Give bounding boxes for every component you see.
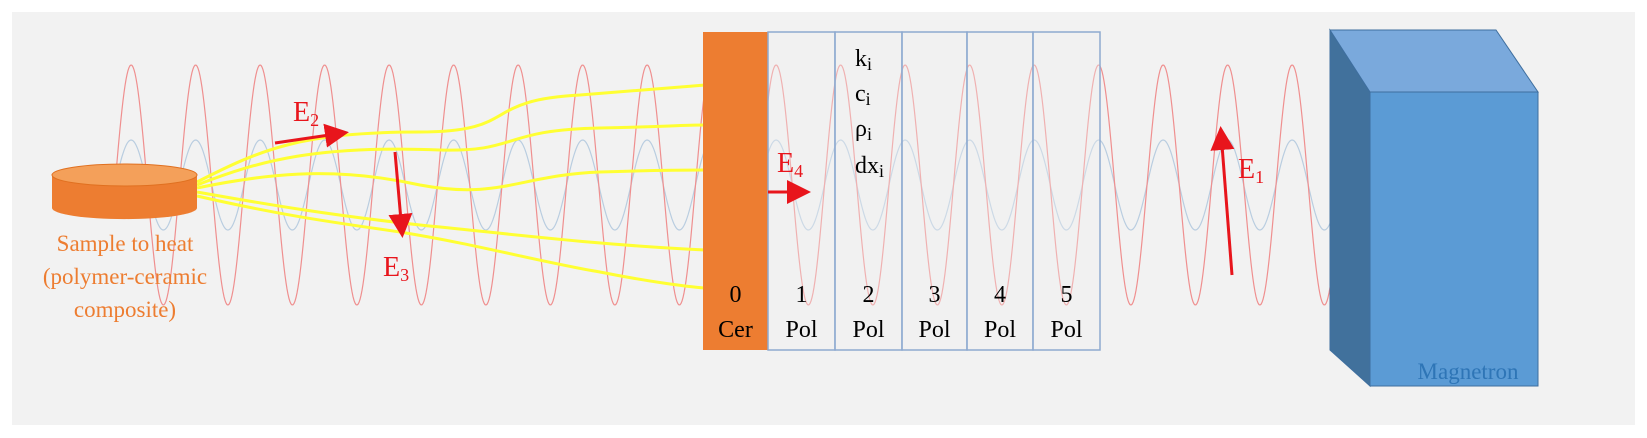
layer-material: Pol: [852, 317, 884, 343]
layer-index: 4: [994, 282, 1006, 308]
field-label: E1: [1238, 154, 1264, 187]
sample-label: composite): [74, 297, 176, 322]
field-label: E2: [293, 97, 319, 130]
property-subscript: i: [879, 161, 884, 181]
layer-labels: 0 Cer 1 Pol 2 Pol 3 Pol 4 Pol 5 Pol: [718, 282, 1083, 343]
property-symbol: c: [855, 81, 866, 107]
ceramic-layer: [703, 32, 768, 350]
field-subscript: 2: [310, 110, 319, 130]
property: ci: [855, 81, 871, 109]
field-line: [196, 123, 706, 187]
polymer-layer: [901, 31, 968, 351]
property-symbol: dx: [855, 153, 879, 179]
property: dxi: [855, 153, 884, 181]
sample-label: Sample to heat: [57, 231, 194, 256]
arrow: [1210, 126, 1235, 276]
arrow: [274, 123, 349, 148]
polymer-layer: [966, 31, 1034, 351]
layer-index: 3: [929, 282, 941, 308]
field-lines: [196, 83, 706, 290]
layer-index: 1: [796, 282, 808, 308]
magnetron-label: Magnetron: [1418, 359, 1519, 384]
property-subscript: i: [867, 54, 872, 74]
property: ki: [855, 46, 872, 74]
field-symbol: E: [293, 97, 310, 128]
field-line: [196, 168, 706, 192]
field-subscript: 1: [1255, 167, 1264, 187]
magnetron-front: [1369, 91, 1539, 387]
field-label: E3: [383, 252, 409, 285]
magnetron: [1329, 28, 1539, 388]
field-arrows: [274, 123, 1235, 276]
polymer-layer: [834, 31, 903, 351]
field-symbol: E: [383, 252, 400, 283]
field-line: [196, 83, 706, 184]
layer-material: Pol: [1050, 317, 1082, 343]
property: ρi: [855, 116, 872, 144]
sample-top: [51, 163, 198, 187]
property-symbol: k: [855, 46, 867, 72]
field-subscript: 3: [400, 265, 409, 285]
sample: [51, 163, 198, 220]
arrow: [388, 151, 413, 238]
layer-material: Cer: [718, 317, 753, 343]
layer-index: 2: [863, 282, 875, 308]
property-subscript: i: [866, 89, 871, 109]
sample-label: (polymer-ceramic: [43, 264, 207, 289]
field-symbol: E: [777, 148, 794, 179]
polymer-layer: [1032, 31, 1101, 351]
layer-index: 0: [730, 282, 742, 308]
layer-material: Pol: [785, 317, 817, 343]
polymer-layers: [767, 31, 1101, 351]
property-symbol: ρ: [855, 116, 867, 142]
field-symbol: E: [1238, 154, 1255, 185]
field-line: [196, 190, 706, 252]
layer-index: 5: [1061, 282, 1073, 308]
layer-material: Pol: [918, 317, 950, 343]
field-subscript: 4: [794, 161, 803, 181]
layer-material: Pol: [984, 317, 1016, 343]
property-subscript: i: [867, 124, 872, 144]
field-label: E4: [777, 148, 803, 181]
field-line: [196, 194, 706, 290]
sample-body: [52, 175, 197, 220]
